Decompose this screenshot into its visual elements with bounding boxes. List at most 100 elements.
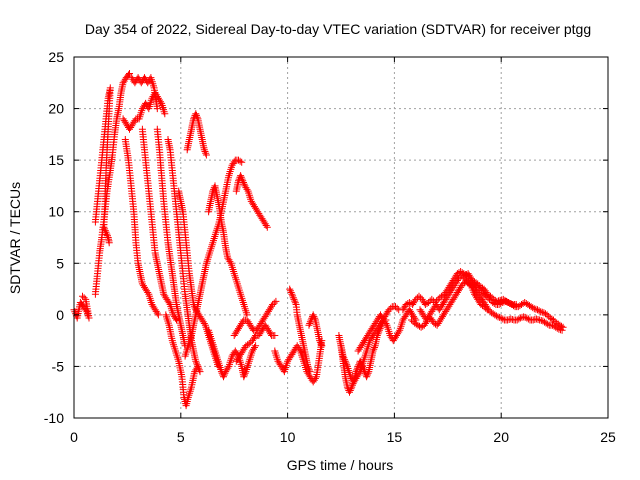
data-point — [220, 371, 228, 379]
data-point — [269, 301, 277, 308]
data-point — [271, 332, 279, 339]
series-arc-05 — [128, 74, 161, 113]
data-point — [192, 357, 200, 365]
data-point — [295, 345, 303, 353]
data-point — [544, 320, 552, 328]
data-point — [126, 70, 133, 77]
data-point — [262, 222, 270, 229]
series-arc-04 — [119, 89, 169, 133]
series-arc-17 — [230, 297, 280, 339]
data-point — [370, 345, 378, 353]
data-point — [483, 306, 491, 314]
data-point — [236, 157, 244, 165]
data-point — [455, 275, 462, 283]
y-tick-label: 5 — [56, 255, 64, 271]
data-point — [482, 304, 490, 312]
data-point — [238, 175, 246, 183]
data-point — [311, 314, 319, 322]
series-arc-14 — [205, 182, 251, 319]
data-point — [347, 385, 355, 393]
ticks — [73, 56, 609, 419]
x-tick-label: 5 — [177, 429, 185, 445]
data-point — [428, 295, 436, 303]
data-point — [415, 292, 423, 300]
series-arc-12 — [162, 311, 202, 410]
series-arc-28 — [461, 270, 520, 308]
x-tick-label: 10 — [280, 429, 296, 445]
data-point — [286, 285, 294, 293]
data-point — [305, 364, 313, 372]
data-point — [220, 373, 227, 381]
y-tick-label: 20 — [48, 101, 64, 117]
data-point — [504, 299, 512, 306]
series-arc-13 — [181, 156, 246, 360]
series-arc-01 — [70, 292, 93, 322]
data-point — [263, 223, 271, 231]
y-tick-label: 15 — [48, 152, 64, 168]
data-point — [529, 304, 537, 312]
data-point — [144, 289, 152, 296]
data-point — [342, 359, 350, 367]
data-point — [434, 295, 442, 303]
data-point — [393, 304, 401, 312]
data-point — [310, 313, 318, 321]
data-point — [516, 314, 524, 322]
data-point — [306, 368, 314, 376]
data-point — [474, 280, 482, 288]
series-arc-15 — [232, 172, 271, 231]
data-point — [395, 328, 403, 336]
series-arc-07 — [138, 125, 180, 324]
data-point — [387, 304, 395, 312]
data-point — [153, 105, 161, 113]
data-point — [287, 289, 295, 296]
x-tick-label: 15 — [387, 429, 403, 445]
data-point — [346, 387, 354, 394]
chart-title: Day 354 of 2022, Sidereal Day-to-day VTE… — [85, 21, 591, 37]
plot-frame — [73, 56, 609, 419]
data-point — [341, 357, 349, 365]
y-axis-label: SDTVAR / TECUs — [7, 182, 23, 294]
data-point — [192, 110, 200, 118]
data-point — [340, 354, 348, 362]
data-point — [363, 373, 371, 381]
data-point — [392, 303, 399, 311]
data-point — [241, 369, 249, 377]
data-point — [408, 316, 415, 324]
data-point — [193, 111, 200, 119]
data-point — [102, 228, 110, 236]
data-point — [558, 326, 566, 334]
data-point — [237, 173, 245, 181]
data-point — [382, 320, 390, 327]
data-point — [245, 340, 253, 348]
series-arc-18 — [232, 321, 279, 365]
x-tick-label: 0 — [70, 429, 78, 445]
data-point — [100, 223, 108, 231]
series-arc-11 — [183, 110, 210, 159]
data-point — [318, 342, 326, 350]
data-point — [553, 324, 561, 332]
data-point — [346, 388, 353, 396]
data-point — [412, 295, 420, 303]
data-point — [304, 362, 312, 370]
data-point — [369, 347, 377, 355]
data-point — [252, 342, 260, 350]
data-point — [467, 275, 475, 283]
y-tick-label: 10 — [48, 204, 64, 220]
y-tick-label: -10 — [44, 410, 64, 426]
data-point — [487, 292, 494, 300]
data-point — [172, 314, 179, 322]
data-point — [364, 369, 372, 377]
data-point — [272, 297, 280, 305]
data-point — [316, 337, 324, 345]
data-point — [161, 110, 169, 118]
series-arc-24 — [354, 306, 420, 355]
data-point — [200, 146, 208, 154]
series-arc-16 — [205, 326, 260, 381]
data-point — [515, 315, 523, 323]
data-point — [239, 177, 247, 185]
data-point — [251, 344, 258, 351]
data-point — [524, 315, 532, 323]
data-point — [371, 344, 378, 351]
data-point — [535, 307, 543, 315]
